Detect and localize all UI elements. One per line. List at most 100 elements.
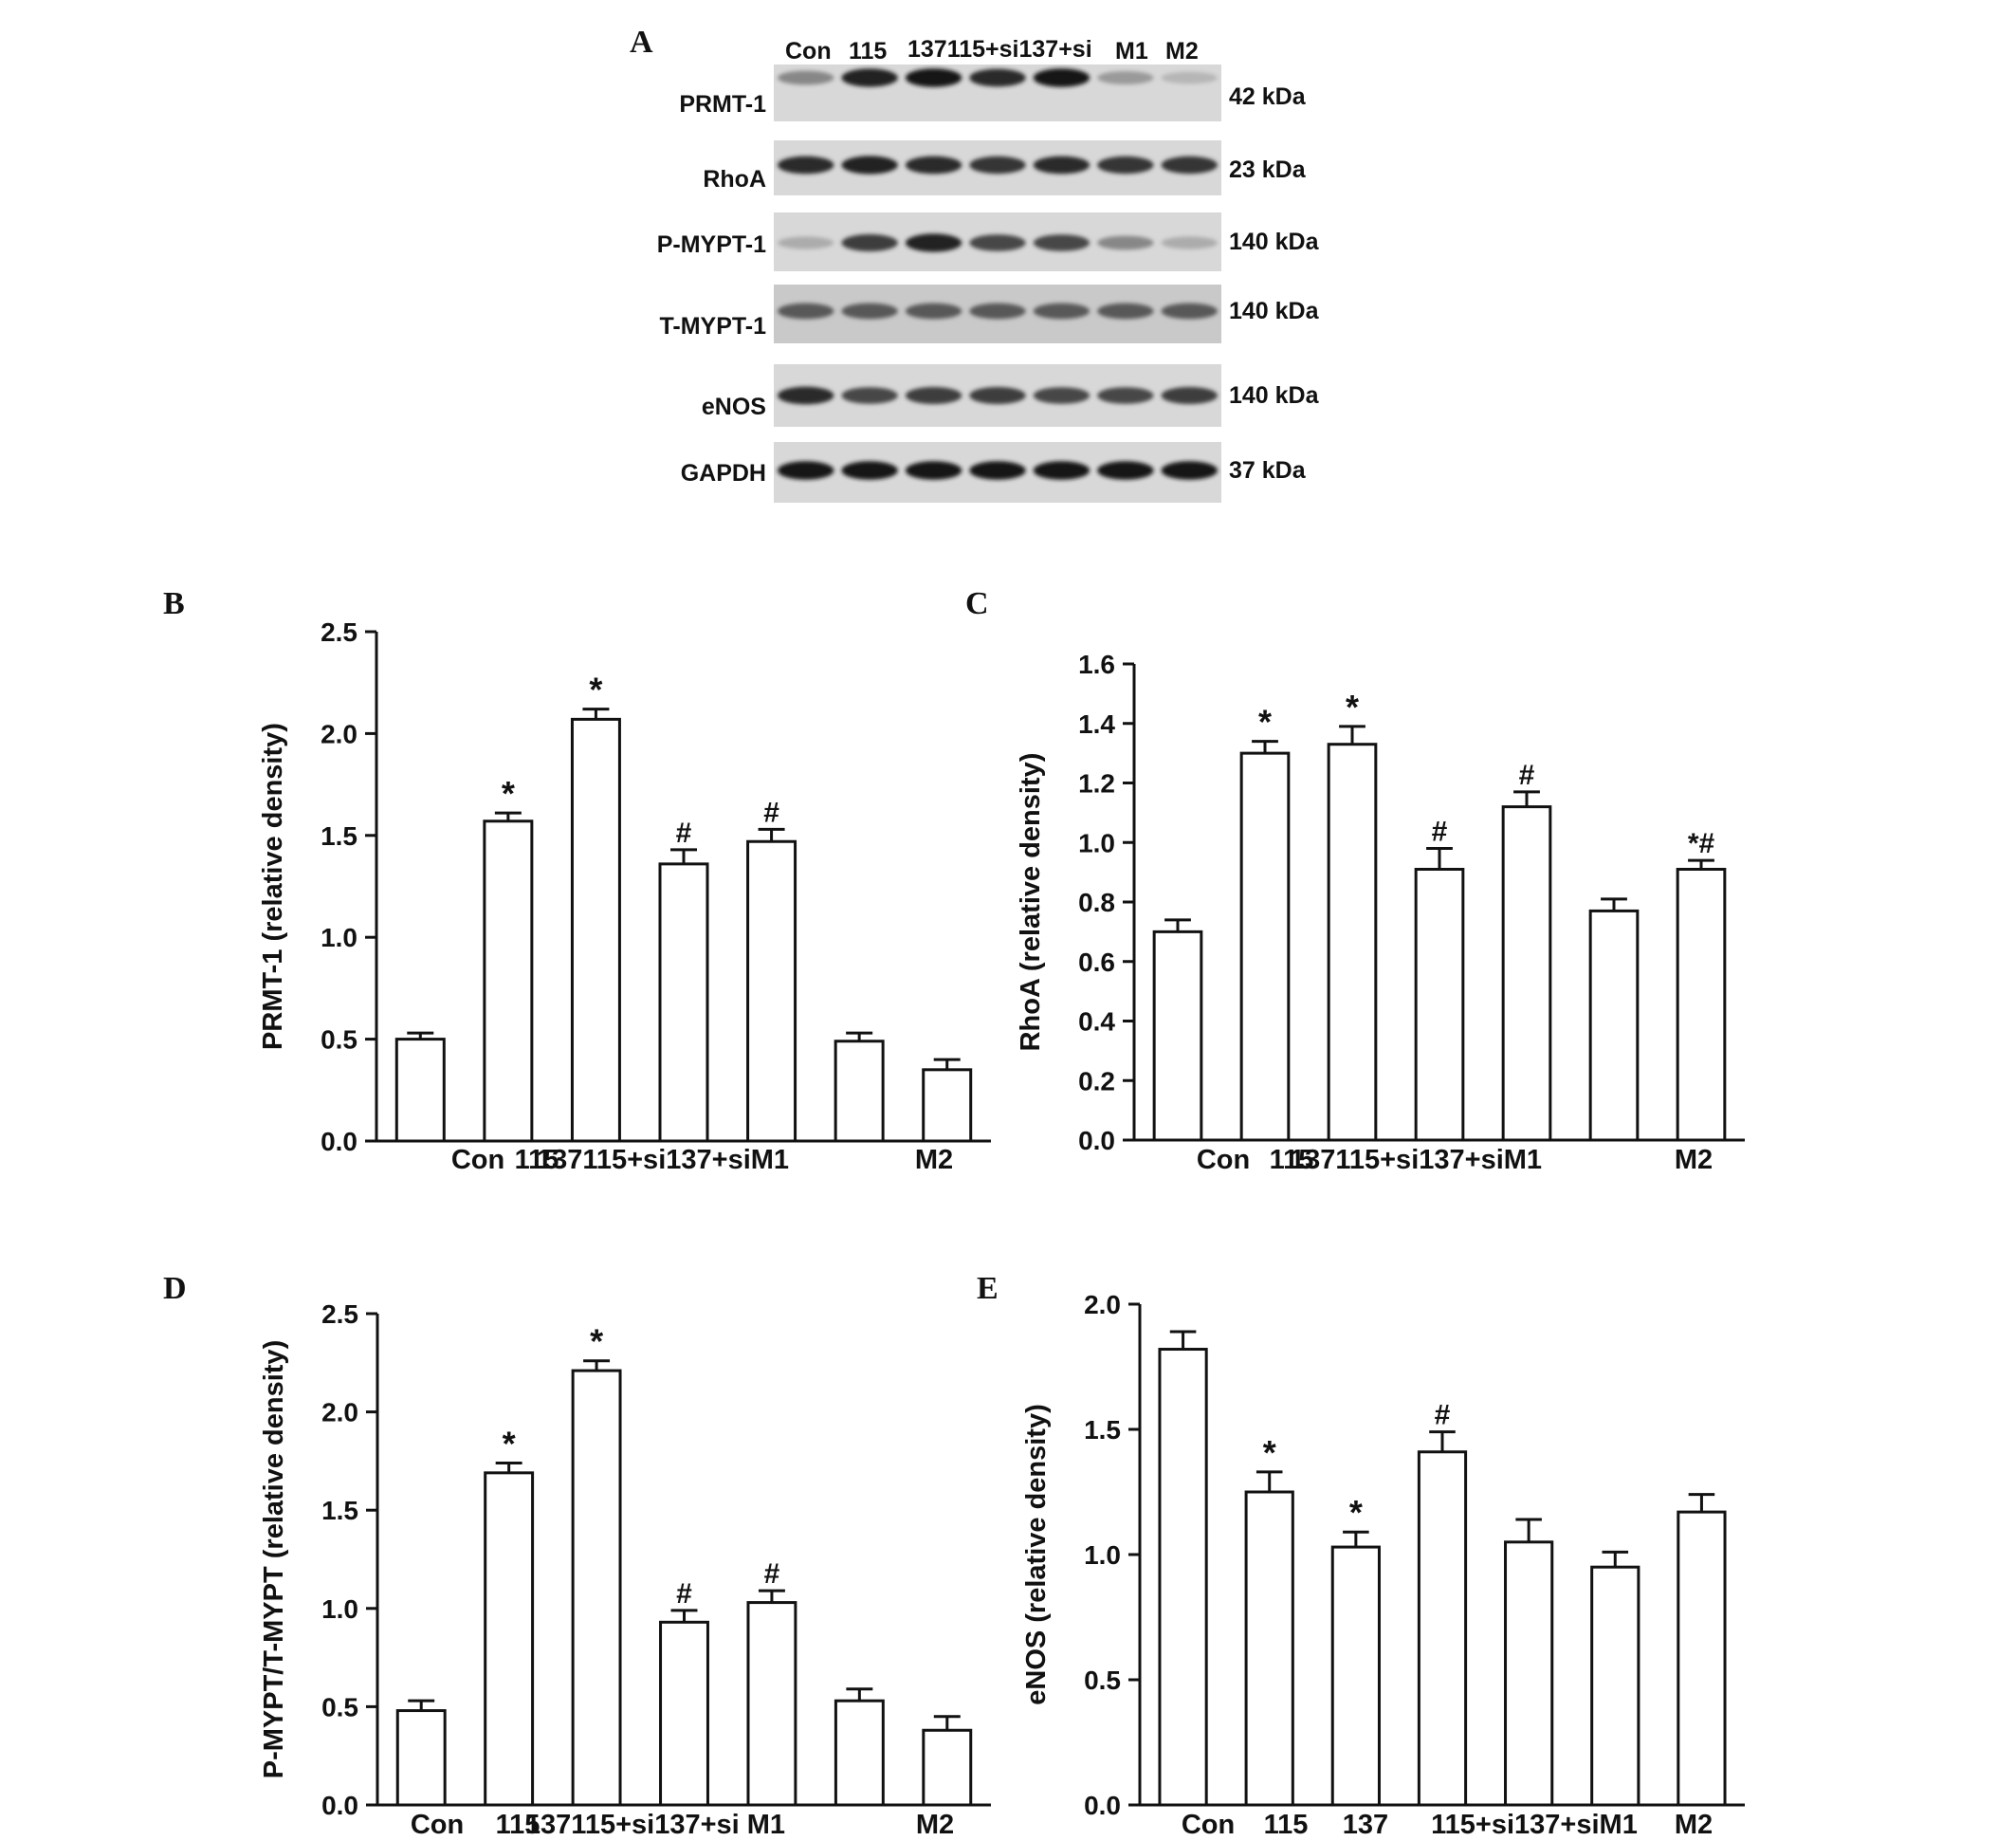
- blot-band: [1033, 68, 1090, 87]
- y-tick-label: 2.0: [1084, 1290, 1121, 1319]
- x-tick-label: Con: [1197, 1145, 1250, 1175]
- blot-band: [905, 156, 962, 175]
- y-tick-label: 0.0: [1078, 1126, 1115, 1155]
- y-tick-label: 0.0: [1084, 1791, 1121, 1820]
- y-tick-label: 1.2: [1078, 769, 1115, 799]
- bar: [1330, 1545, 1381, 1807]
- y-tick-label: 1.5: [1084, 1415, 1121, 1445]
- blot-protein-label: T-MYPT-1: [659, 313, 766, 340]
- significance-mark: #: [764, 1558, 780, 1590]
- bar: [1327, 743, 1378, 1142]
- significance-mark: *: [590, 1322, 603, 1361]
- y-tick-label: 1.0: [1084, 1540, 1121, 1570]
- significance-mark: *: [1263, 1433, 1276, 1472]
- blot-band: [841, 68, 898, 87]
- blot-band: [778, 156, 834, 175]
- y-tick-label: 0.5: [1084, 1666, 1121, 1695]
- blot-band: [1033, 156, 1090, 175]
- x-tick-label: 115: [1264, 1810, 1309, 1840]
- blot-band: [1161, 156, 1218, 175]
- x-tick-label: 137115+si137+siM1: [537, 1145, 789, 1175]
- blot-band: [1097, 235, 1154, 250]
- y-tick-label: 2.5: [321, 1299, 358, 1329]
- panel-letter-d: D: [163, 1271, 187, 1306]
- significance-mark: #: [1519, 760, 1535, 791]
- blot-band: [969, 387, 1026, 404]
- y-tick-label: 1.4: [1078, 709, 1115, 739]
- blot-band: [1161, 236, 1218, 249]
- bar: [1244, 1490, 1294, 1807]
- blot-band: [905, 461, 962, 480]
- blot-protein-label: eNOS: [702, 394, 766, 420]
- lane-label: Con: [785, 38, 832, 64]
- x-tick-label: 115: [1270, 1145, 1314, 1175]
- bar: [658, 862, 709, 1143]
- y-tick-label: 1.5: [321, 821, 357, 851]
- y-tick-label: 0.5: [321, 1692, 358, 1721]
- bar: [922, 1728, 973, 1807]
- significance-mark: #: [1432, 817, 1448, 848]
- blot-size-label: 23 kDa: [1229, 156, 1307, 183]
- x-tick-label: 115: [496, 1810, 541, 1840]
- bar: [1590, 1565, 1640, 1807]
- y-tick-label: 2.5: [321, 617, 357, 647]
- y-tick-label: 1.0: [1078, 828, 1115, 857]
- bar: [1158, 1348, 1208, 1807]
- blot-band: [1097, 461, 1154, 480]
- significance-mark: *: [503, 1424, 516, 1463]
- bar: [1504, 1540, 1554, 1807]
- bar: [571, 1369, 622, 1807]
- bar: [834, 1699, 885, 1807]
- y-tick-label: 0.6: [1078, 948, 1115, 977]
- blot-lane-labels: Con 115 137115+si137+si M1 M2: [785, 36, 1199, 64]
- blot-band: [969, 303, 1026, 320]
- panel-letter-b: B: [163, 586, 185, 621]
- x-tick-label: 137115+si137+si M1: [525, 1810, 785, 1840]
- y-axis-label: PRMT-1 (relative density): [258, 723, 288, 1050]
- bar: [483, 819, 534, 1143]
- x-tick-label: M2: [1675, 1810, 1713, 1840]
- lane-label: 137115+si137+si: [907, 36, 1092, 63]
- blot-band: [778, 236, 834, 249]
- blot-size-label: 42 kDa: [1229, 83, 1307, 110]
- x-tick-label: 137115+si137+siM1: [1290, 1145, 1542, 1175]
- blot-band: [905, 303, 962, 320]
- blot-band: [841, 461, 898, 480]
- blot-protein-label: RhoA: [703, 166, 766, 193]
- blot-band: [969, 234, 1026, 251]
- blot-band: [841, 303, 898, 320]
- blot-band: [1097, 303, 1154, 320]
- blot-band: [1097, 71, 1154, 84]
- x-tick-label: 137: [1343, 1810, 1388, 1840]
- blot-size-label: 140 kDa: [1229, 229, 1320, 255]
- blot-band: [778, 461, 834, 480]
- blot-band: [905, 68, 962, 87]
- bar: [1501, 805, 1552, 1142]
- significance-mark: #: [676, 818, 692, 849]
- bar: [1588, 909, 1640, 1142]
- western-blot: Con 115 137115+si137+si M1 M2 PRMT-1 42 k…: [657, 36, 1320, 503]
- y-axis-label: P-MYPT/T-MYPT (relative density): [259, 1340, 289, 1778]
- blot-band: [1161, 461, 1218, 480]
- y-tick-label: 0.5: [321, 1025, 357, 1055]
- blot-band: [1033, 387, 1090, 404]
- bar: [570, 717, 621, 1143]
- blot-band: [969, 461, 1026, 480]
- blot-protein-label: GAPDH: [681, 460, 766, 487]
- significance-mark: #: [676, 1578, 692, 1610]
- blot-band: [841, 234, 898, 251]
- y-tick-label: 0.2: [1078, 1066, 1115, 1095]
- significance-mark: *#: [1688, 828, 1715, 859]
- significance-mark: *: [502, 774, 515, 813]
- lane-label: M2: [1165, 38, 1199, 64]
- y-axis-label: eNOS (relative density): [1021, 1404, 1052, 1705]
- blot-size-label: 140 kDa: [1229, 298, 1320, 324]
- blot-size-label: 140 kDa: [1229, 382, 1320, 409]
- y-tick-label: 0.8: [1078, 888, 1115, 917]
- blot-band: [1161, 303, 1218, 320]
- significance-mark: *: [589, 671, 602, 709]
